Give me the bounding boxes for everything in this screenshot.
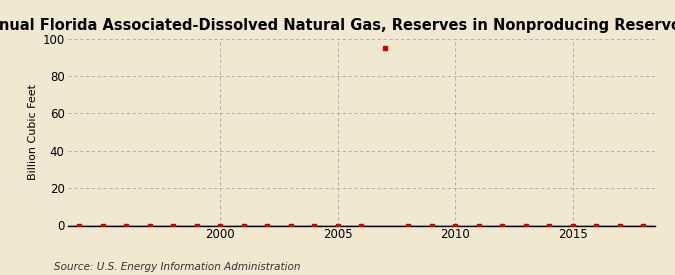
Text: Source: U.S. Energy Information Administration: Source: U.S. Energy Information Administ… [54,262,300,272]
Y-axis label: Billion Cubic Feet: Billion Cubic Feet [28,84,38,180]
Title: Annual Florida Associated-Dissolved Natural Gas, Reserves in Nonproducing Reserv: Annual Florida Associated-Dissolved Natu… [0,18,675,33]
